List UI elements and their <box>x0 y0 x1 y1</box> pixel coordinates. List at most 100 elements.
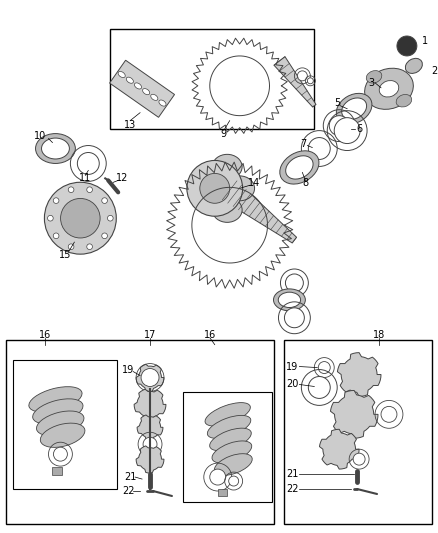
Polygon shape <box>337 353 381 397</box>
Ellipse shape <box>207 415 251 438</box>
Text: 1: 1 <box>422 36 428 46</box>
Circle shape <box>284 308 304 328</box>
Ellipse shape <box>278 292 300 308</box>
Circle shape <box>68 187 74 192</box>
Polygon shape <box>136 364 164 391</box>
Ellipse shape <box>212 197 242 222</box>
Ellipse shape <box>214 454 252 475</box>
Text: 16: 16 <box>204 330 216 340</box>
Polygon shape <box>330 391 378 438</box>
Ellipse shape <box>225 176 254 201</box>
Ellipse shape <box>35 134 75 164</box>
Ellipse shape <box>273 289 305 311</box>
Text: 8: 8 <box>302 179 308 188</box>
Bar <box>183 392 272 502</box>
Ellipse shape <box>342 98 367 119</box>
Text: 20: 20 <box>286 379 299 390</box>
Bar <box>110 29 314 128</box>
Text: 19: 19 <box>122 365 134 375</box>
Circle shape <box>210 469 226 485</box>
Polygon shape <box>110 60 174 117</box>
Bar <box>13 360 117 489</box>
Circle shape <box>308 138 330 159</box>
Circle shape <box>318 361 330 374</box>
Ellipse shape <box>159 100 166 106</box>
Text: 6: 6 <box>356 124 362 134</box>
Circle shape <box>78 152 99 174</box>
Polygon shape <box>134 389 166 421</box>
Circle shape <box>102 233 107 239</box>
Ellipse shape <box>151 94 158 100</box>
Polygon shape <box>223 181 297 243</box>
Ellipse shape <box>205 402 251 426</box>
Text: 3: 3 <box>368 78 374 88</box>
Ellipse shape <box>42 138 69 159</box>
Circle shape <box>44 182 116 254</box>
Ellipse shape <box>40 423 85 447</box>
Ellipse shape <box>405 59 422 74</box>
Circle shape <box>141 368 159 386</box>
Circle shape <box>53 447 67 461</box>
Ellipse shape <box>29 386 82 412</box>
Text: 19: 19 <box>286 361 299 372</box>
Ellipse shape <box>286 156 313 179</box>
Ellipse shape <box>366 70 382 83</box>
Circle shape <box>308 376 330 399</box>
Bar <box>53 467 63 475</box>
Ellipse shape <box>134 83 141 89</box>
Text: 18: 18 <box>373 330 385 340</box>
Ellipse shape <box>143 88 150 95</box>
Circle shape <box>353 453 365 465</box>
Circle shape <box>53 198 59 204</box>
Text: 15: 15 <box>59 250 71 260</box>
Text: 17: 17 <box>144 330 156 340</box>
Circle shape <box>334 118 360 143</box>
Ellipse shape <box>212 155 242 179</box>
Text: 14: 14 <box>248 179 261 188</box>
Circle shape <box>143 437 157 451</box>
Ellipse shape <box>126 77 134 83</box>
Circle shape <box>229 476 239 486</box>
Text: 11: 11 <box>79 173 92 183</box>
Circle shape <box>307 78 313 84</box>
Circle shape <box>286 274 304 292</box>
Text: 10: 10 <box>35 131 46 141</box>
Circle shape <box>87 244 92 249</box>
Circle shape <box>200 173 230 203</box>
Circle shape <box>68 244 74 249</box>
Ellipse shape <box>280 151 319 184</box>
Text: 21: 21 <box>124 472 136 482</box>
Ellipse shape <box>118 71 125 78</box>
Circle shape <box>87 187 92 192</box>
Text: 2: 2 <box>431 66 437 76</box>
Bar <box>6 340 275 524</box>
Bar <box>218 489 227 496</box>
Circle shape <box>102 198 107 204</box>
Ellipse shape <box>210 428 251 451</box>
Ellipse shape <box>379 80 399 97</box>
Circle shape <box>107 215 113 221</box>
Ellipse shape <box>336 93 372 124</box>
Text: 22: 22 <box>122 486 134 496</box>
Ellipse shape <box>33 399 83 424</box>
Polygon shape <box>136 446 164 473</box>
Text: 22: 22 <box>286 484 299 494</box>
Bar <box>284 340 432 524</box>
Circle shape <box>329 116 349 135</box>
Circle shape <box>53 233 59 239</box>
Text: 13: 13 <box>124 119 136 130</box>
Ellipse shape <box>36 411 84 435</box>
Text: 5: 5 <box>334 98 340 108</box>
Polygon shape <box>319 429 359 469</box>
Ellipse shape <box>212 441 252 463</box>
Polygon shape <box>137 415 163 440</box>
Circle shape <box>187 160 243 216</box>
Circle shape <box>297 71 307 81</box>
Polygon shape <box>274 56 316 107</box>
Text: 12: 12 <box>116 173 128 183</box>
Text: 16: 16 <box>39 330 52 340</box>
Circle shape <box>48 215 53 221</box>
Ellipse shape <box>364 68 413 109</box>
Text: 7: 7 <box>300 139 307 149</box>
Text: 9: 9 <box>221 128 227 139</box>
